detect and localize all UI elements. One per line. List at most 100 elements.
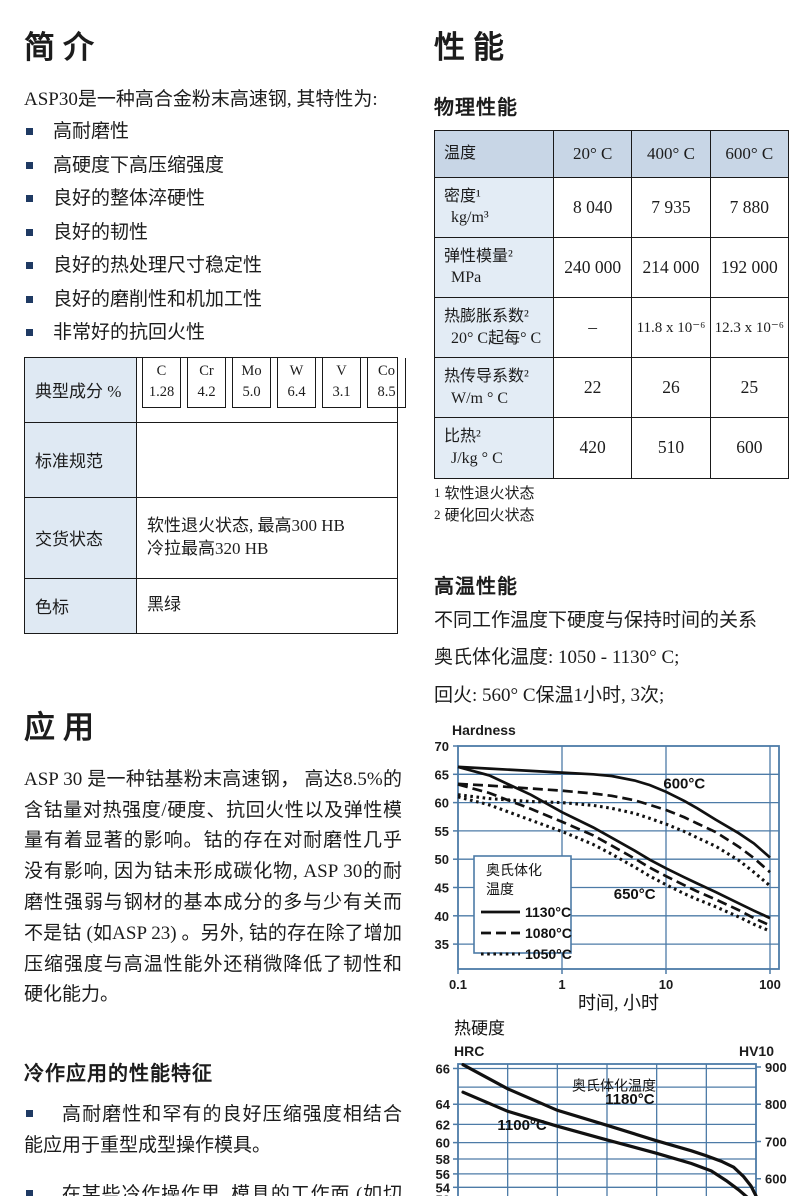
footnote-text: 软性退火状态 [444,485,535,502]
spec-row-label: 色标 [25,578,137,633]
list-item: 在某些冷作操作里, 模具的工作面 (如切割边或成型面) 可能达到超过200° C… [24,1180,402,1196]
spec-row-label: 标准规范 [25,422,137,497]
application-body: ASP 30 是一种钴基粉末高速钢， 高达8.5%的含钴量对热强度/硬度、抗回火… [24,768,402,1006]
composition-cell: V 3.1 [322,357,361,408]
svg-text:HV10: HV10 [739,1043,774,1059]
spec-label-composition: 典型成分 % [25,357,137,422]
bullet-square-icon [26,262,33,270]
series-dotted [457,792,772,887]
table-cell: 240 000 [553,237,631,297]
intro-lead: ASP30是一种高合金粉末高速钢, 其特性为: [24,89,378,110]
series-solid [461,1090,749,1196]
svg-text:66: 66 [436,1061,450,1076]
footnote-marker: 1 [434,484,441,500]
spec-row-value [137,423,397,497]
svg-text:62: 62 [436,1117,450,1132]
row-label: 热膨胀系数² 20° C起每° C [435,297,553,358]
element-value: 3.1 [332,383,351,400]
element-value: 4.2 [197,383,216,400]
physical-title: 物理性能 [434,97,518,119]
table-row: 典型成分 % C 1.28 Cr 4.2 Mo 5.0 W 6.4 V 3.1 Co 8.5 [25,357,406,422]
list-item: 良好的磨削性和机加工性 [24,290,402,309]
footnote-marker: 2 [434,507,441,523]
table-cell: – [553,297,631,358]
property-name: 密度¹ [444,187,481,205]
value-line: 冷拉最高320 HB [147,538,269,558]
list-item: 高硬度下高压缩强度 [24,156,402,175]
svg-text:奥氏体化: 奥氏体化 [486,862,542,879]
spec-row-value-text: 软性退火状态, 最高300 HB 冷拉最高320 HB [147,515,345,561]
svg-text:热硬度: 热硬度 [454,1019,505,1038]
bullet-square-icon [26,1189,33,1196]
cold-work-title: 冷作应用的性能特征 [24,1063,213,1086]
bullet-text: 在某些冷作操作里, 模具的工作面 (如切割边或成型面) 可能达到超过200° C… [61,1183,402,1196]
svg-text:100: 100 [759,977,781,992]
table-cell: 22 [553,358,631,418]
svg-text:60: 60 [436,1135,450,1150]
table-cell: 510 [631,418,709,478]
column-header: 温度 [435,131,553,177]
footnote-text: 硬化回火状态 [444,508,535,525]
element-value: 5.0 [242,383,261,400]
composition-cell: W 6.4 [277,357,316,408]
property-unit: 20° C起每° C [451,329,542,347]
composition-cells: C 1.28 Cr 4.2 Mo 5.0 W 6.4 V 3.1 Co 8.5 [137,357,410,422]
svg-text:1: 1 [558,977,565,992]
bullet-square-icon [26,228,33,236]
series-solid [461,1062,758,1196]
svg-text:HRC: HRC [454,1043,484,1059]
row-label: 弹性模量² MPa [435,237,553,297]
composition-cell: Co 8.5 [367,357,406,408]
spec-row-value: 黑绿 [137,579,397,633]
physical-properties-table: 温度 20° C 400° C 600° C 密度¹ kg/m³ 8 040 7 935 7 8… [434,130,789,479]
intro-bullet-list: 高耐磨性 高硬度下高压缩强度 良好的整体淬硬性 良好的韧性 良好的热处理尺寸稳定性 良好的… [24,122,402,342]
intro-title: 简介 [24,30,102,65]
list-item: 非常好的抗回火性 [24,323,402,342]
element-symbol: C [156,362,167,379]
svg-text:奥氏体化温度: 奥氏体化温度 [572,1077,656,1094]
svg-text:45: 45 [435,880,449,895]
element-symbol: Cr [199,362,214,379]
series-solid [457,765,771,919]
svg-text:10: 10 [659,977,673,992]
row-label: 比热² J/kg ° C [435,418,553,478]
table-cell: 600 [709,418,788,478]
svg-text:70: 70 [435,739,449,754]
bullet-text: 良好的磨削性和机加工性 [53,288,263,310]
svg-text:58: 58 [436,1152,450,1167]
composition-cell: Mo 5.0 [232,357,271,408]
table-row: 色标 黑绿 [25,577,397,633]
table-row: 热传导系数² W/m ° C 22 26 25 [435,357,788,418]
value-line: 黑绿 [147,595,181,615]
table-cell: 7 880 [709,177,788,237]
svg-text:0.1: 0.1 [449,977,467,992]
series-dashed [457,782,771,873]
bullet-square-icon [26,1110,33,1118]
bullet-text: 高硬度下高压缩强度 [53,154,225,176]
spec-row-value: 软性退火状态, 最高300 HB 冷拉最高320 HB [137,498,397,578]
table-row: 热膨胀系数² 20° C起每° C –11.8 x 10⁻⁶ 12.3 x 10⁻⁶ [435,296,788,358]
svg-text:65: 65 [435,767,449,782]
table-cell: 11.8 x 10⁻⁶ [631,297,709,358]
svg-text:温度: 温度 [486,882,514,898]
property-name: 热膨胀系数² [444,307,529,325]
bullet-square-icon [26,128,33,136]
element-symbol: V [336,362,347,379]
list-item: 高耐磨性 [24,122,402,141]
svg-text:54: 54 [436,1180,451,1195]
svg-text:700: 700 [765,1134,787,1149]
svg-text:900: 900 [765,1060,787,1075]
svg-text:55: 55 [435,823,449,838]
footnote: 1 软性退火状态 [434,483,791,506]
series-dotted [457,794,771,933]
property-name: 热传导系数² [444,368,529,386]
value-line: 软性退火状态, 最高300 HB [147,516,345,535]
composition-cell: C 1.28 [142,357,181,408]
table-cell: 12.3 x 10⁻⁶ [709,297,788,358]
high-temp-block: 高温性能 不同工作温度下硬度与保持时间的关系 奥氏体化温度: 1050 - 11… [434,570,791,709]
svg-text:1050°C: 1050°C [525,946,572,962]
svg-text:40: 40 [435,908,449,923]
svg-text:800: 800 [765,1097,787,1112]
footnotes: 1 软性退火状态 2 硬化回火状态 [434,483,791,528]
